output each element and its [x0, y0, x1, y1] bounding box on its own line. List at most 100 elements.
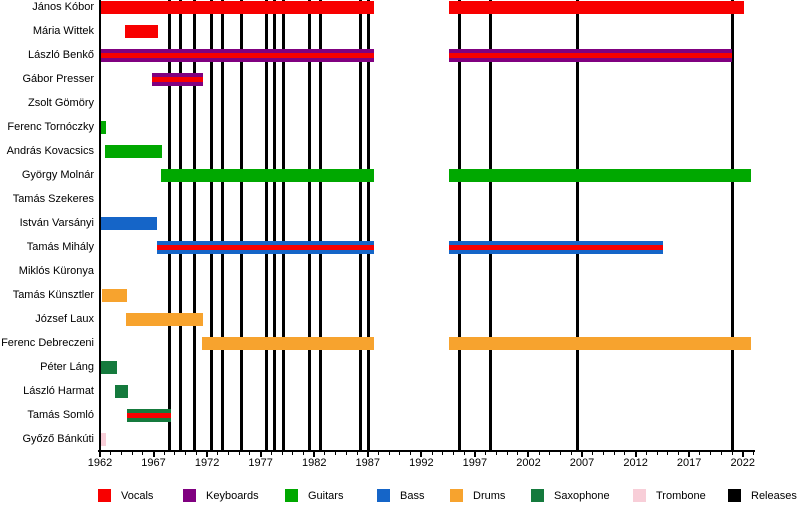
member-label: János Kóbor — [32, 1, 94, 13]
member-label: József Laux — [35, 313, 94, 325]
x-axis-minor-tick — [538, 452, 540, 455]
x-axis-minor-tick — [335, 452, 337, 455]
x-axis-major-tick — [688, 452, 691, 457]
x-axis-line — [98, 450, 755, 452]
timeline-bar — [126, 408, 171, 422]
timeline-bar — [101, 216, 157, 230]
release-marker-line — [192, 0, 196, 450]
member-label: Tamás Somló — [27, 409, 94, 421]
legend-swatch-trombone — [633, 489, 646, 502]
x-axis-minor-tick — [667, 452, 669, 455]
legend-swatch-keyboards — [183, 489, 196, 502]
member-label: György Molnár — [21, 169, 94, 181]
release-marker-line — [220, 0, 224, 450]
member-label: Győző Bánkúti — [22, 433, 94, 445]
x-axis-minor-tick — [281, 452, 283, 455]
x-axis-minor-tick — [163, 452, 165, 455]
legend-swatch-guitars — [285, 489, 298, 502]
x-axis-minor-tick — [452, 452, 454, 455]
release-marker-line — [209, 0, 213, 450]
x-axis-minor-tick — [399, 452, 401, 455]
release-marker-line — [319, 0, 323, 450]
x-axis-minor-tick — [495, 452, 497, 455]
legend-swatch-drums — [450, 489, 463, 502]
member-label: Péter Láng — [40, 361, 94, 373]
x-axis-minor-tick — [410, 452, 412, 455]
vocals-core-stripe — [449, 52, 732, 58]
x-axis-minor-tick — [549, 452, 551, 455]
legend-label: Guitars — [308, 490, 344, 502]
legend-label: Vocals — [121, 490, 154, 502]
timeline-bar — [102, 288, 127, 302]
vocals-core-stripe — [152, 76, 203, 82]
x-axis-minor-tick — [142, 452, 144, 455]
timeline-bar — [100, 48, 375, 62]
x-axis-minor-tick — [506, 452, 508, 455]
timeline-bar — [152, 72, 203, 86]
release-marker-line — [168, 0, 172, 450]
x-axis-major-tick — [259, 452, 262, 457]
x-axis-minor-tick — [174, 452, 176, 455]
x-axis-minor-tick — [356, 452, 358, 455]
timeline-bar — [449, 48, 732, 62]
x-axis-minor-tick — [292, 452, 294, 455]
x-axis-major-tick — [634, 452, 637, 457]
legend-swatch-vocals — [98, 489, 111, 502]
release-marker-line — [730, 0, 734, 450]
timeline-bar — [449, 336, 752, 350]
x-axis-minor-tick — [131, 452, 133, 455]
timeline-bar — [201, 336, 375, 350]
x-axis-minor-tick — [324, 452, 326, 455]
timeline-bar — [105, 144, 163, 158]
x-axis-minor-tick — [463, 452, 465, 455]
x-axis-minor-tick — [752, 452, 754, 455]
x-axis-minor-tick — [303, 452, 305, 455]
x-axis-major-tick — [99, 452, 101, 457]
x-axis-major-tick — [473, 452, 476, 457]
x-axis-minor-tick — [345, 452, 347, 455]
x-axis-major-tick — [741, 452, 744, 457]
x-axis-tick-label: 2002 — [516, 457, 541, 469]
x-axis-tick-label: 1982 — [301, 457, 327, 469]
timeline-bar — [449, 0, 744, 14]
x-axis-minor-tick — [270, 452, 272, 455]
x-axis-minor-tick — [517, 452, 519, 455]
member-label: Zsolt Gömöry — [27, 97, 94, 109]
x-axis-major-tick — [420, 452, 423, 457]
member-label: István Varsányi — [19, 217, 94, 229]
member-label: Ferenc Debreczeni — [1, 337, 94, 349]
x-axis-minor-tick — [195, 452, 197, 455]
x-axis-minor-tick — [238, 452, 240, 455]
x-axis-minor-tick — [602, 452, 604, 455]
x-axis-tick-label: 1962 — [87, 457, 113, 469]
x-axis-minor-tick — [442, 452, 444, 455]
x-axis-minor-tick — [624, 452, 626, 455]
legend-swatch-bass — [377, 489, 390, 502]
x-axis-minor-tick — [570, 452, 572, 455]
vocals-core-stripe — [100, 52, 375, 58]
x-axis-minor-tick — [699, 452, 701, 455]
release-marker-line — [367, 0, 371, 450]
x-axis-minor-tick — [228, 452, 230, 455]
timeline-bar — [156, 240, 375, 254]
legend-label: Trombone — [656, 490, 706, 502]
x-axis-minor-tick — [249, 452, 251, 455]
release-marker-line — [178, 0, 182, 450]
x-axis-minor-tick — [120, 452, 122, 455]
x-axis-minor-tick — [378, 452, 379, 455]
x-axis-minor-tick — [710, 452, 712, 455]
x-axis-tick-label: 2007 — [569, 457, 595, 469]
x-axis-minor-tick — [677, 452, 679, 455]
legend-swatch-saxophone — [531, 489, 544, 502]
x-axis-minor-tick — [388, 452, 390, 455]
release-marker-line — [281, 0, 285, 450]
release-marker-line — [264, 0, 268, 450]
member-label: Mária Wittek — [32, 25, 94, 37]
x-axis-minor-tick — [217, 452, 219, 455]
release-marker-line — [308, 0, 312, 450]
legend-label: Saxophone — [554, 490, 610, 502]
x-axis-tick-label: 2022 — [730, 457, 755, 469]
x-axis-major-tick — [152, 452, 155, 457]
x-axis-minor-tick — [731, 452, 733, 455]
timeline-bar — [101, 360, 118, 374]
